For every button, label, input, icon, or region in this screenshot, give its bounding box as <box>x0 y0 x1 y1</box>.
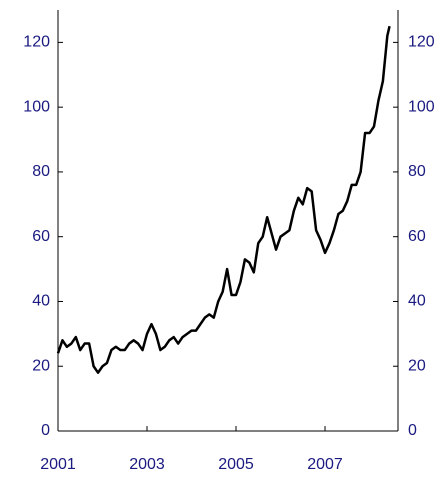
y-tick-label: 80 <box>32 163 50 180</box>
y-tick-label: 20 <box>32 357 50 374</box>
y-tick-label: 0 <box>41 422 50 439</box>
y-tick-label: 60 <box>32 228 50 245</box>
x-tick-label: 2003 <box>129 456 165 473</box>
x-tick-label: 2001 <box>40 456 76 473</box>
y2-tick-label: 20 <box>408 357 426 374</box>
y2-tick-label: 100 <box>408 98 435 115</box>
y-tick-label: 120 <box>23 34 50 51</box>
y2-tick-label: 60 <box>408 228 426 245</box>
x-tick-label: 2007 <box>307 456 343 473</box>
y2-tick-label: 80 <box>408 163 426 180</box>
price-line <box>56 25 391 374</box>
y2-tick-label: 0 <box>408 422 417 439</box>
x-tick-label: 2005 <box>218 456 254 473</box>
y-tick-label: 100 <box>23 98 50 115</box>
y2-tick-label: 40 <box>408 293 426 310</box>
y2-tick-label: 120 <box>408 34 435 51</box>
y-tick-label: 40 <box>32 293 50 310</box>
